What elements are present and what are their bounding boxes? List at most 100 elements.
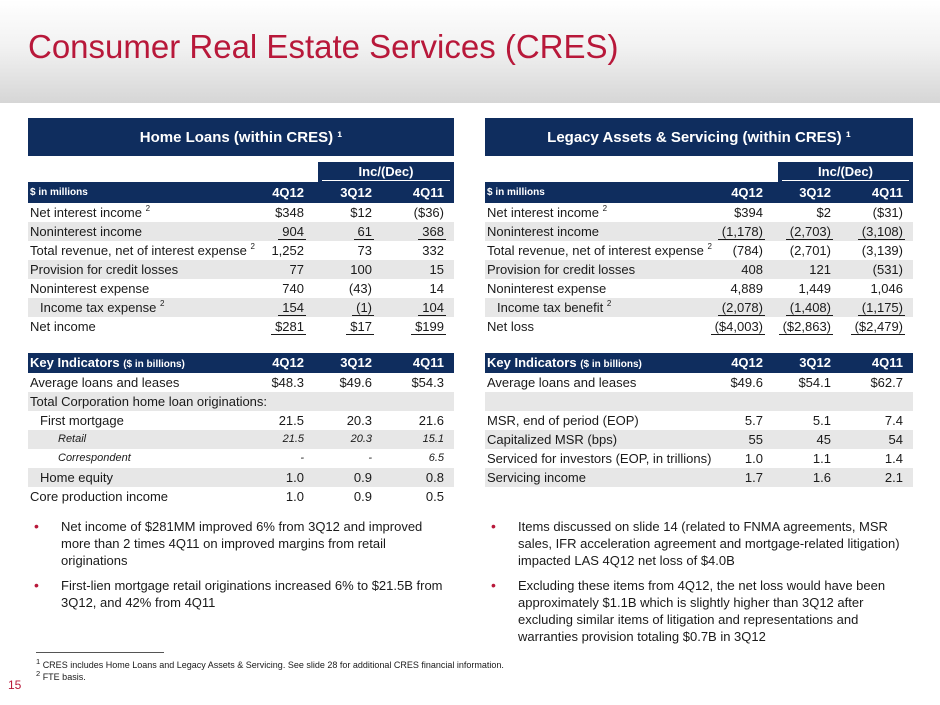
col-header-4q11: 4Q11 [871, 185, 903, 200]
cell-3q12: 121 [809, 262, 831, 277]
table-row: Income tax benefit 2 (2,078) (1,408) (1,… [485, 298, 913, 317]
table-row: Core production income 1.0 0.9 0.5 [28, 487, 454, 506]
bullet-dot-icon: • [491, 577, 496, 593]
footnote-marker: 1 [36, 657, 41, 666]
cell-4q12: 21.5 [282, 433, 304, 445]
row-label: Retail [58, 433, 87, 445]
table-row: MSR, end of period (EOP) 5.7 5.1 7.4 [485, 411, 913, 430]
table-row: Average loans and leases $49.6 $54.1 $62… [485, 373, 913, 392]
cell-4q12: 4,889 [730, 281, 763, 296]
table-row: First mortgage 21.5 20.3 21.6 [28, 411, 454, 430]
cell-4q12: 55 [748, 432, 763, 447]
table-row: Retail 21.5 20.3 15.1 [28, 430, 454, 449]
row-label: Net loss [487, 319, 534, 334]
bullet-text: Net income of $281MM improved 6% from 3Q… [61, 519, 423, 568]
table-row: Provision for credit losses 408 121 (531… [485, 260, 913, 279]
cell-4q12: $348 [275, 205, 304, 220]
cell-3q12: $17 [346, 319, 374, 335]
col-header-4q12: 4Q12 [731, 355, 763, 370]
legacy-key-indicators-table: Key Indicators ($ in billions) 4Q12 3Q12… [485, 353, 913, 487]
cell-3q12: (1,408) [785, 300, 834, 316]
table-row: Provision for credit losses 77 100 15 [28, 260, 454, 279]
cell-3q12: (2,703) [785, 224, 834, 240]
legacy-panel-title: Legacy Assets & Servicing (within CRES) … [485, 118, 913, 156]
footnote-ref: 2 [145, 204, 151, 213]
cell-4q12: 5.7 [744, 413, 763, 428]
row-label: Net income [30, 319, 96, 334]
cell-3q12: ($2,863) [778, 319, 834, 335]
cell-3q12: 5.1 [812, 413, 831, 428]
col-header-4q11: 4Q11 [412, 185, 444, 200]
header-band [0, 0, 940, 103]
cell-4q12: $49.6 [730, 375, 763, 390]
cell-4q11: 368 [418, 224, 446, 240]
cell-3q12: 1.1 [812, 451, 831, 466]
cell-4q11: (531) [872, 262, 903, 277]
row-label: Serviced for investors (EOP, in trillion… [487, 451, 712, 466]
cell-4q12: $48.3 [271, 375, 304, 390]
cell-4q12: 21.5 [278, 413, 304, 428]
slide-title: Consumer Real Estate Services (CRES) [28, 28, 619, 65]
cell-4q11: 104 [418, 300, 446, 316]
cell-3q12: 1,449 [798, 281, 831, 296]
cell-4q12: 77 [289, 262, 304, 277]
cell-3q12: 100 [350, 262, 372, 277]
cell-4q12: 154 [278, 300, 306, 316]
cell-4q12: 904 [278, 224, 306, 240]
row-label: Provision for credit losses [30, 262, 179, 277]
row-label: Noninterest income [30, 224, 142, 239]
table-header-row: $ in millions 4Q12 3Q12 4Q11 [28, 182, 454, 203]
col-header-3q12: 3Q12 [799, 355, 831, 370]
table-row: Noninterest expense 740 (43) 14 [28, 279, 454, 298]
cell-4q11: (1,175) [857, 300, 906, 316]
cell-4q12: 1.7 [744, 470, 763, 485]
row-label: Home equity [40, 470, 113, 485]
table-row: Average loans and leases $48.3 $49.6 $54… [28, 373, 454, 392]
row-label: Total revenue, net of interest expense [30, 243, 247, 258]
cell-3q12: 0.9 [353, 470, 372, 485]
cell-4q11: ($31) [872, 205, 903, 220]
cell-4q11: 14 [429, 281, 444, 296]
bullet-dot-icon: • [491, 518, 496, 534]
cell-4q12: (1,178) [717, 224, 766, 240]
home-loans-incdec-header: Inc/(Dec) [318, 162, 454, 182]
bullet-item: • Net income of $281MM improved 6% from 3… [28, 518, 454, 569]
cell-4q11: 21.6 [418, 413, 444, 428]
cell-4q11: 332 [422, 243, 444, 258]
table-row: Net income $281 $17 $199 [28, 317, 454, 336]
table-header-row: $ in millions 4Q12 3Q12 4Q11 [485, 182, 913, 203]
row-label: MSR, end of period (EOP) [487, 413, 639, 428]
cell-4q12: 408 [741, 262, 763, 277]
bullet-item: • Excluding these items from 4Q12, the ne… [485, 577, 913, 645]
cell-3q12: 0.9 [353, 489, 372, 504]
key-indicators-unit: ($ in billions) [123, 359, 185, 370]
row-label: Servicing income [487, 470, 586, 485]
cell-3q12: $49.6 [339, 375, 372, 390]
page-number: 15 [8, 678, 22, 692]
row-label: First mortgage [40, 413, 124, 428]
cell-4q11: 15 [429, 262, 444, 277]
unit-label: $ in millions [30, 187, 88, 198]
footnote-ref: 2 [606, 299, 612, 308]
col-header-3q12: 3Q12 [340, 355, 372, 370]
row-label: Average loans and leases [487, 375, 637, 390]
legacy-incdec-rule [782, 180, 909, 181]
home-loans-income-table: $ in millions 4Q12 3Q12 4Q11 Net interes… [28, 182, 454, 336]
key-indicators-label: Key Indicators [487, 355, 577, 370]
table-row: Total revenue, net of interest expense 2… [485, 241, 913, 260]
table-row: Net interest income 2 $348 $12 ($36) [28, 203, 454, 222]
cell-4q11: 0.8 [425, 470, 444, 485]
bullet-text: First-lien mortgage retail originations … [61, 578, 443, 610]
bullet-item: • Items discussed on slide 14 (related to… [485, 518, 913, 569]
col-header-4q11: 4Q11 [412, 355, 444, 370]
cell-4q12: $281 [271, 319, 306, 335]
cell-4q11: $54.3 [411, 375, 444, 390]
key-indicators-unit: ($ in billions) [580, 359, 642, 370]
cell-4q12: 740 [282, 281, 304, 296]
cell-4q12: 1.0 [744, 451, 763, 466]
cell-4q11: 1,046 [870, 281, 903, 296]
cell-3q12: (2,701) [789, 243, 831, 258]
row-label: Income tax benefit [497, 300, 604, 315]
table-row: Noninterest expense 4,889 1,449 1,046 [485, 279, 913, 298]
col-header-3q12: 3Q12 [340, 185, 372, 200]
